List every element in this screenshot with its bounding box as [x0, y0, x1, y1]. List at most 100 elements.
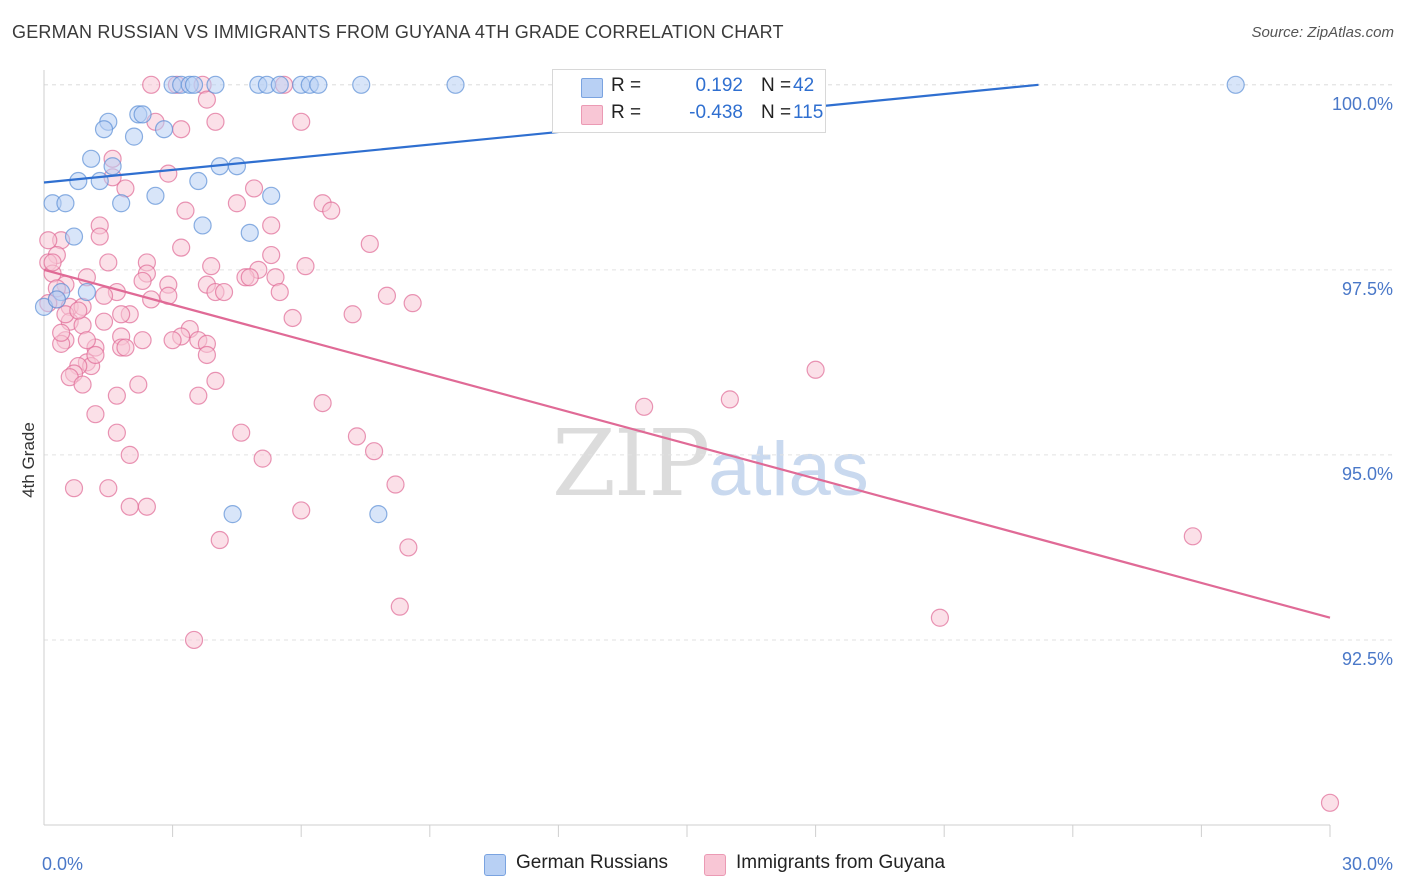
german-russians-point: [227, 157, 246, 176]
german-russians-point: [124, 127, 144, 146]
legend-n-value: 115: [793, 102, 824, 123]
guyana-point: [262, 216, 281, 235]
guyana-point: [107, 386, 126, 405]
german-russians-point: [189, 171, 208, 191]
german-russians-point: [47, 290, 66, 309]
german-russians-point: [77, 282, 96, 302]
guyana-point: [206, 371, 225, 390]
german-russians-point: [240, 223, 259, 242]
guyana-point: [253, 449, 272, 468]
correlation-legend: R = 0.192 N = 42 R = -0.438 N = 115: [552, 69, 826, 133]
legend-label: Immigrants from Guyana: [736, 852, 946, 873]
guyana-point: [159, 164, 178, 183]
german-russians-point: [184, 75, 204, 94]
legend-r-label: R =: [611, 102, 642, 123]
guyana-point: [189, 386, 208, 405]
y-tick-label: 95.0%: [1342, 464, 1393, 484]
guyana-point: [133, 271, 152, 291]
german-russians-point: [146, 186, 165, 205]
guyana-point: [172, 238, 191, 257]
legend-r-value: 0.192: [695, 75, 743, 96]
legend-swatch-blue: [484, 854, 506, 876]
german-russians-point: [193, 216, 212, 235]
german-russians-point: [133, 105, 152, 124]
guyana-point: [262, 245, 281, 265]
x-tick-label: 30.0%: [1342, 854, 1393, 874]
guyana-point: [322, 201, 341, 220]
guyana-point: [360, 234, 379, 254]
german-russians-trend-line: [43, 83, 1039, 184]
german-russians-point: [369, 505, 388, 524]
guyana-point: [343, 305, 362, 324]
german-russians-point: [270, 75, 289, 94]
guyana-point: [107, 423, 126, 442]
german-russians-point: [56, 194, 75, 213]
guyana-point: [296, 257, 315, 276]
grid-lines: [44, 84, 1395, 641]
legend-swatch-pink: [581, 105, 603, 125]
guyana-point: [133, 331, 152, 350]
german-russians-point: [112, 194, 131, 213]
guyana-point: [227, 194, 246, 213]
guyana-point: [52, 323, 71, 342]
german-russians-point: [154, 120, 174, 139]
guyana-point: [69, 301, 88, 320]
legend-swatch-blue: [581, 78, 603, 98]
guyana-point: [720, 390, 739, 409]
german-russians-point: [103, 157, 122, 176]
guyana-point: [86, 345, 105, 365]
legend-n-label: N =: [761, 102, 792, 123]
guyana-point: [635, 397, 654, 416]
y-tick-label: 92.5%: [1342, 649, 1393, 669]
guyana-point: [270, 282, 289, 302]
watermark-atlas: atlas: [708, 427, 869, 512]
y-tick-label: 97.5%: [1342, 279, 1393, 299]
guyana-point: [244, 179, 264, 198]
guyana-point: [142, 75, 161, 94]
guyana-point: [1183, 527, 1202, 546]
guyana-point: [283, 308, 302, 328]
guyana-point: [64, 479, 84, 498]
legend-r-label: R =: [611, 75, 642, 96]
trend-lines: [43, 83, 1331, 619]
guyana-point: [99, 479, 118, 498]
german-russians-point: [352, 75, 371, 94]
axes: [43, 70, 1331, 837]
guyana-point: [129, 375, 148, 394]
guyana-point: [347, 427, 367, 446]
guyana-point: [292, 112, 311, 131]
source-label: Source: ZipAtlas.com: [1251, 24, 1394, 41]
guyana-point: [120, 445, 139, 465]
guyana-point: [39, 231, 58, 250]
german-russians-point: [1226, 75, 1245, 94]
guyana-point: [210, 530, 229, 550]
guyana-point: [806, 360, 825, 379]
guyana-point: [197, 90, 216, 109]
chart-title: GERMAN RUSSIAN VS IMMIGRANTS FROM GUYANA…: [12, 22, 784, 42]
guyana-point: [390, 597, 409, 616]
guyana-point: [176, 201, 195, 220]
x-tick-label: 0.0%: [42, 854, 83, 874]
guyana-point: [86, 405, 105, 424]
guyana-point: [214, 282, 234, 302]
legend-r-value: -0.438: [689, 102, 743, 123]
german-russians-point: [69, 171, 88, 191]
guyana-point: [232, 423, 251, 442]
german-russians-point: [446, 75, 465, 94]
guyana-point: [197, 345, 216, 365]
german-russians-point: [206, 75, 225, 94]
legend-n-value: 42: [793, 75, 815, 96]
guyana-point: [202, 257, 221, 276]
german-russians-point: [94, 120, 114, 139]
tick-labels: 100.0% 97.5% 95.0% 92.5% 0.0% 30.0%: [42, 94, 1393, 874]
guyana-point: [364, 442, 384, 461]
guyana-point: [90, 227, 109, 246]
guyana-point: [313, 393, 332, 413]
series-legend: German Russians Immigrants from Guyana: [0, 852, 1406, 878]
guyana-point: [240, 268, 259, 287]
guyana-point: [43, 253, 62, 272]
guyana-point: [94, 312, 114, 331]
german-russians-point: [64, 227, 84, 246]
guyana-point: [120, 497, 139, 516]
